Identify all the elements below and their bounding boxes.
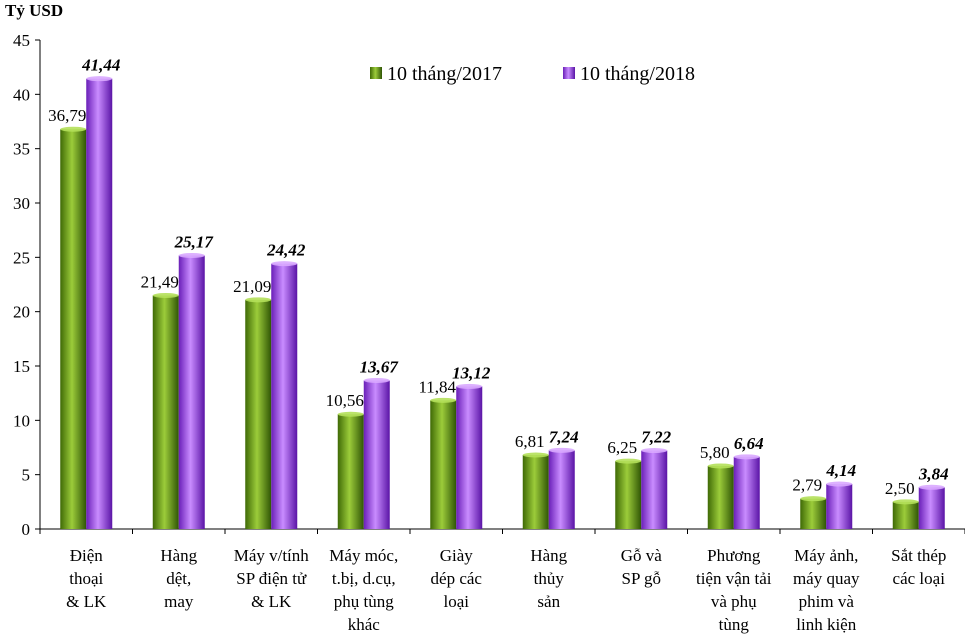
bar-cap bbox=[430, 397, 457, 403]
y-tick-label: 0 bbox=[22, 520, 31, 539]
data-label-2017-8: 2,79 bbox=[792, 476, 822, 495]
data-label-2017-3: 10,56 bbox=[326, 391, 364, 410]
y-tick-label: 35 bbox=[13, 140, 30, 159]
y-tick-label: 30 bbox=[13, 194, 30, 213]
bar-cap bbox=[733, 454, 760, 460]
bar-2017-5 bbox=[522, 454, 549, 529]
bar-cap bbox=[522, 452, 549, 458]
bar-2018-8 bbox=[826, 484, 853, 529]
category-label-4: Giày dép các loại bbox=[431, 546, 483, 611]
bar-cap bbox=[707, 463, 734, 469]
bar-2017-0 bbox=[60, 129, 87, 529]
category-label-7: Phương tiện vận tải và phụ tùng bbox=[696, 546, 772, 634]
bar-cap bbox=[615, 458, 642, 464]
data-label-2018-5: 7,24 bbox=[549, 427, 579, 446]
bar-cap bbox=[826, 481, 853, 487]
y-tick-label: 20 bbox=[13, 303, 30, 322]
y-axis-title: Tỷ USD bbox=[5, 1, 63, 20]
category-label-3: Máy móc, t.bị, d.cụ, phụ tùng khác bbox=[329, 546, 398, 634]
bar-cap bbox=[245, 297, 272, 303]
category-label-1: Hàng dệt, may bbox=[160, 546, 197, 611]
data-label-2018-0: 41,44 bbox=[81, 56, 120, 75]
bar-2018-7 bbox=[733, 456, 760, 529]
bar-cap bbox=[86, 76, 113, 82]
bar-2018-5 bbox=[548, 450, 575, 529]
data-label-2018-8: 4,14 bbox=[825, 461, 856, 480]
bar-2017-1 bbox=[152, 295, 179, 529]
legend-label-2017: 10 tháng/2017 bbox=[387, 63, 502, 85]
data-label-2018-4: 13,12 bbox=[452, 363, 491, 382]
bar-2017-8 bbox=[800, 498, 827, 529]
bar-2017-9 bbox=[892, 501, 919, 529]
category-label-5: Hàng thủy sản bbox=[530, 546, 567, 611]
legend-swatch-2017 bbox=[370, 67, 382, 79]
bar-2018-0 bbox=[86, 78, 113, 529]
category-label-0: Điện thoại & LK bbox=[66, 546, 107, 611]
data-label-2018-3: 13,67 bbox=[360, 357, 400, 376]
data-label-2018-6: 7,22 bbox=[641, 428, 671, 447]
bar-cap bbox=[337, 411, 364, 417]
data-label-2017-4: 11,84 bbox=[418, 377, 456, 396]
bar-cap bbox=[918, 484, 945, 490]
bar-cap bbox=[271, 261, 298, 267]
y-tick-label: 15 bbox=[13, 357, 30, 376]
bar-cap bbox=[641, 448, 668, 454]
legend-swatch-2018 bbox=[563, 67, 575, 79]
category-label-2: Máy v/tính SP điện tử & LK bbox=[234, 546, 310, 611]
bar-cap bbox=[800, 496, 827, 502]
category-label-9: Sắt thép các loại bbox=[891, 546, 946, 588]
data-label-2018-2: 24,42 bbox=[266, 241, 306, 260]
bar-2017-7 bbox=[707, 465, 734, 529]
bars bbox=[60, 76, 945, 529]
category-labels: Điện thoại & LK Hàng dệt, may Máy v/tính SP điệ… bbox=[66, 546, 946, 634]
bar-2018-3 bbox=[363, 380, 390, 529]
bar-cap bbox=[178, 252, 205, 258]
y-tick-label: 5 bbox=[22, 466, 31, 485]
y-tick-label: 10 bbox=[13, 411, 30, 430]
bar-2017-4 bbox=[430, 400, 457, 529]
bar-cap bbox=[363, 377, 390, 383]
bar-2018-6 bbox=[641, 450, 668, 529]
y-tick-label: 25 bbox=[13, 248, 30, 267]
bar-2018-4 bbox=[456, 386, 483, 529]
data-label-2017-9: 2,50 bbox=[885, 479, 915, 498]
bar-cap bbox=[892, 499, 919, 505]
data-label-2017-1: 21,49 bbox=[141, 272, 179, 291]
bar-2018-2 bbox=[271, 263, 298, 529]
data-label-2017-2: 21,09 bbox=[233, 277, 271, 296]
value-labels: 36,79 41,44 21,49 25,17 21,09 24,42 10,56 13,67… bbox=[48, 56, 949, 498]
bar-cap bbox=[548, 447, 575, 453]
data-label-2017-7: 5,80 bbox=[700, 443, 730, 462]
bar-2018-1 bbox=[178, 255, 205, 529]
y-tick-label: 40 bbox=[13, 85, 30, 104]
bar-2018-9 bbox=[918, 487, 945, 529]
data-label-2018-9: 3,84 bbox=[918, 464, 949, 483]
data-label-2017-0: 36,79 bbox=[48, 106, 86, 125]
bar-2017-6 bbox=[615, 461, 642, 529]
data-label-2018-7: 6,64 bbox=[734, 434, 764, 453]
category-label-8: Máy ảnh, máy quay phim và linh kiện bbox=[793, 546, 860, 634]
bar-2017-2 bbox=[245, 299, 272, 529]
bar-cap bbox=[152, 292, 179, 298]
y-tick-label: 45 bbox=[13, 31, 30, 50]
data-label-2017-6: 6,25 bbox=[607, 438, 637, 457]
category-label-6: Gỗ và SP gỗ bbox=[621, 546, 663, 588]
bar-cap bbox=[456, 383, 483, 389]
data-label-2017-5: 6,81 bbox=[515, 432, 545, 451]
data-label-2018-1: 25,17 bbox=[174, 232, 215, 251]
legend: 10 tháng/2017 10 tháng/2018 bbox=[370, 63, 695, 85]
legend-label-2018: 10 tháng/2018 bbox=[580, 63, 695, 85]
bar-cap bbox=[60, 126, 87, 132]
bar-2017-3 bbox=[337, 414, 364, 529]
